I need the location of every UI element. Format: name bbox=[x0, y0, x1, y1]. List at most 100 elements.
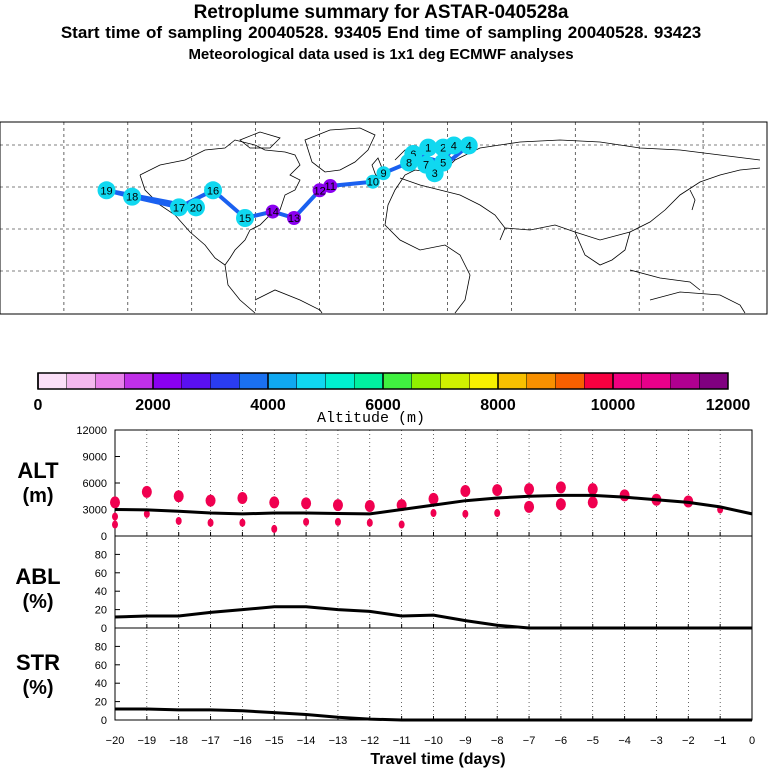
map-cluster-label: 9 bbox=[380, 168, 386, 180]
map-cluster-label: 20 bbox=[190, 202, 202, 214]
series-line-str bbox=[115, 707, 752, 722]
colorbar-tick-label: 2000 bbox=[135, 397, 171, 414]
alt-scatter-point bbox=[364, 499, 375, 512]
colorbar-cell bbox=[153, 373, 183, 389]
series-line-abl bbox=[114, 605, 752, 630]
map-cluster-marker bbox=[400, 153, 419, 172]
alt-scatter-point bbox=[524, 500, 535, 513]
x-tick-label: −5 bbox=[586, 735, 599, 747]
y-tick-label: 20 bbox=[95, 697, 107, 709]
map-cluster-marker bbox=[419, 138, 438, 157]
alt-scatter-point bbox=[430, 509, 437, 518]
colorbar-cell bbox=[210, 373, 240, 389]
colorbar-label: Altitude (m) bbox=[317, 410, 425, 427]
map-cluster-label: 8 bbox=[406, 158, 412, 170]
x-tick-label: −16 bbox=[233, 735, 252, 747]
map-cluster-marker bbox=[323, 179, 338, 193]
x-tick-label: −3 bbox=[650, 735, 663, 747]
y-tick-label: 40 bbox=[95, 586, 107, 598]
y-tick-label: 40 bbox=[95, 678, 107, 690]
y-tick-label: 60 bbox=[95, 568, 107, 580]
map-cluster-marker bbox=[444, 136, 463, 155]
colorbar-tick-label: 10000 bbox=[591, 397, 636, 414]
alt-scatter-point bbox=[492, 484, 503, 497]
x-tick-label: −18 bbox=[169, 735, 188, 747]
map-cluster-label: 5 bbox=[440, 158, 446, 170]
map-cluster-marker bbox=[312, 183, 327, 198]
colorbar-tick-label: 6000 bbox=[365, 397, 401, 414]
alt-scatter-point bbox=[460, 484, 471, 497]
alt-scatter-point bbox=[173, 490, 184, 503]
alt-scatter-points bbox=[110, 481, 724, 533]
alt-scatter-point bbox=[301, 497, 312, 510]
alt-scatter-point bbox=[334, 517, 341, 526]
alt-scatter-point bbox=[112, 520, 118, 529]
colorbar-cell bbox=[641, 373, 671, 389]
colorbar-tick-label: 8000 bbox=[480, 397, 516, 414]
colorbar-cell bbox=[555, 373, 585, 389]
abl-label: ABL bbox=[15, 564, 60, 589]
y-tick-label: 80 bbox=[95, 641, 107, 653]
map-cluster-label: 1 bbox=[425, 143, 431, 155]
alt-scatter-point bbox=[205, 494, 216, 507]
x-tick-label: −19 bbox=[138, 735, 157, 747]
x-tick-label: −17 bbox=[201, 735, 220, 747]
map-cluster-marker bbox=[376, 166, 391, 181]
map-gridlines bbox=[0, 122, 767, 314]
alt-scatter-point bbox=[619, 489, 630, 502]
alt-label: ALT bbox=[17, 458, 59, 483]
alt-scatter-point bbox=[207, 518, 214, 527]
x-axis-label: Travel time (days) bbox=[370, 751, 505, 768]
colorbar-cell bbox=[498, 373, 528, 389]
alt-scatter-point bbox=[271, 524, 278, 533]
colorbar-cell bbox=[354, 373, 384, 389]
x-tick-label: −4 bbox=[618, 735, 631, 747]
alt-scatter-point bbox=[175, 516, 182, 525]
met-data-note: Meteorological data used is 1x1 deg ECMW… bbox=[188, 46, 574, 63]
colorbar-tick-label: 4000 bbox=[250, 397, 286, 414]
colorbar-cell bbox=[584, 373, 614, 389]
map-cluster-label: 14 bbox=[267, 207, 279, 219]
alt-scatter-point bbox=[143, 509, 150, 518]
map-cluster-label: 3 bbox=[432, 168, 438, 180]
time-gridlines bbox=[146, 430, 721, 720]
alt-scatter-point bbox=[303, 517, 310, 526]
y-tick-labels: 0 3000 6000 9000 12000 0 20 40 60 80 0 20 40 60 80 bbox=[76, 425, 753, 727]
x-tick-label: −11 bbox=[393, 735, 411, 747]
colorbar-cell bbox=[440, 373, 470, 389]
x-tick-label: −6 bbox=[555, 735, 568, 747]
y-tick-label: 6000 bbox=[83, 478, 107, 490]
series-line-alt bbox=[114, 493, 753, 516]
colorbar-cell bbox=[124, 373, 154, 389]
y-tick-label: 0 bbox=[101, 531, 107, 543]
map-cluster-marker bbox=[287, 211, 302, 225]
x-tick-label: −10 bbox=[424, 735, 443, 747]
y-tick-label: 0 bbox=[101, 623, 107, 635]
alt-scatter-point bbox=[239, 518, 246, 527]
colorbar-cell bbox=[95, 373, 125, 389]
alt-scatter-point bbox=[555, 498, 566, 511]
abl-unit: (%) bbox=[22, 591, 53, 613]
alt-scatter-point bbox=[555, 481, 566, 494]
alt-scatter-point bbox=[110, 496, 120, 509]
map-cluster-marker bbox=[204, 181, 223, 200]
colorbar-cell bbox=[239, 373, 269, 389]
colorbar-cell bbox=[66, 373, 96, 389]
y-tick-label: 80 bbox=[95, 549, 107, 561]
colorbar-tick-label: 12000 bbox=[706, 397, 751, 414]
x-tick-label: 0 bbox=[749, 735, 755, 747]
y-tick-label: 3000 bbox=[83, 505, 107, 517]
map-cluster-marker bbox=[434, 153, 453, 172]
map-cluster-marker bbox=[187, 198, 206, 217]
x-tick-label: −2 bbox=[682, 735, 695, 747]
alt-unit: (m) bbox=[22, 485, 53, 507]
map-cluster-label: 12 bbox=[313, 185, 325, 197]
map-cluster-marker bbox=[265, 204, 280, 219]
map-cluster-label: 2 bbox=[440, 143, 446, 155]
alt-scatter-point bbox=[237, 492, 248, 505]
alt-scatter-point bbox=[494, 509, 501, 518]
y-tick-label: 20 bbox=[95, 605, 107, 617]
alt-scatter-point bbox=[462, 509, 469, 518]
x-tick-label: −1 bbox=[714, 735, 727, 747]
